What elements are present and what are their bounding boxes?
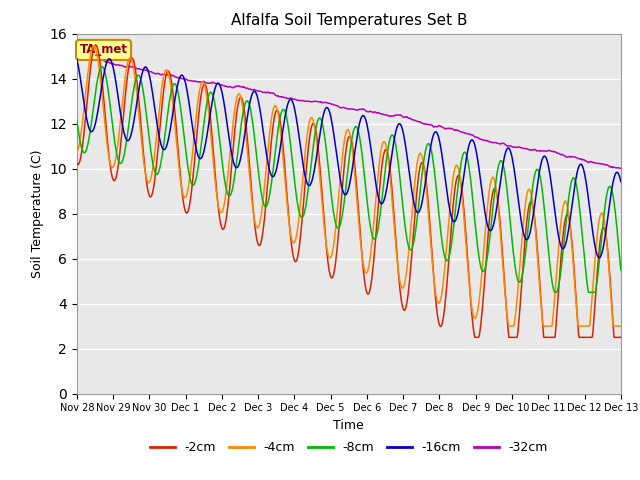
Title: Alfalfa Soil Temperatures Set B: Alfalfa Soil Temperatures Set B <box>230 13 467 28</box>
Text: TA_met: TA_met <box>79 43 127 56</box>
Legend: -2cm, -4cm, -8cm, -16cm, -32cm: -2cm, -4cm, -8cm, -16cm, -32cm <box>145 436 553 459</box>
Y-axis label: Soil Temperature (C): Soil Temperature (C) <box>31 149 44 278</box>
X-axis label: Time: Time <box>333 419 364 432</box>
